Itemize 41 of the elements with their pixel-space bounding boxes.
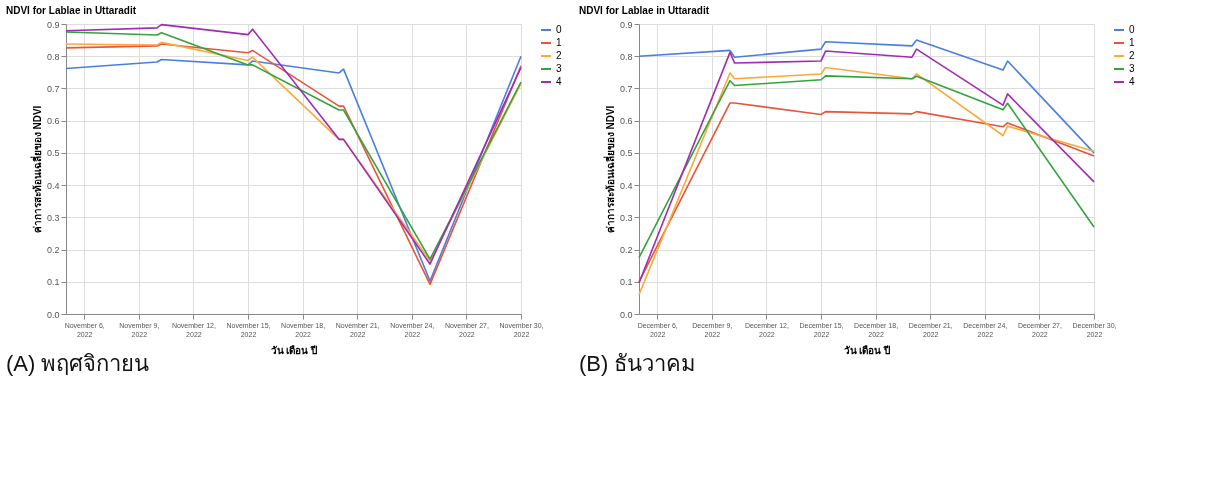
y-tick-label: 0.7 bbox=[619, 83, 633, 94]
line-series bbox=[638, 75, 1095, 259]
y-axis-title: ค่าการสะท้อนเฉลี่ยของ NDVI bbox=[602, 105, 616, 234]
legend-label: 1 bbox=[556, 37, 562, 48]
chart-title: NDVI for Lablae in Uttaradit bbox=[579, 5, 710, 16]
y-tick-label: 0.5 bbox=[46, 148, 60, 159]
legend-label: 1 bbox=[1129, 37, 1135, 48]
y-tick-label: 0.0 bbox=[619, 309, 633, 320]
x-axis-title: วัน เดือน ปี bbox=[270, 344, 318, 356]
y-tick-label: 0.6 bbox=[46, 116, 60, 127]
legend-label: 2 bbox=[556, 50, 562, 61]
y-tick-label: 0.8 bbox=[46, 51, 60, 62]
legend-label: 4 bbox=[1129, 76, 1135, 87]
y-axis-title: ค่าการสะท้อนเฉลี่ยของ NDVI bbox=[29, 105, 43, 234]
y-tick-label: 0.6 bbox=[619, 116, 633, 127]
legend-label: 0 bbox=[1129, 24, 1135, 35]
y-tick-label: 0.3 bbox=[619, 212, 633, 223]
line-series bbox=[638, 39, 1095, 154]
y-tick-label: 0.4 bbox=[46, 180, 60, 191]
legend-label: 0 bbox=[556, 24, 562, 35]
legend-label: 3 bbox=[556, 63, 562, 74]
y-tick-label: 0.9 bbox=[619, 19, 633, 30]
y-tick-label: 0.0 bbox=[46, 309, 60, 320]
line-series bbox=[638, 102, 1095, 283]
chart-title: NDVI for Lablae in Uttaradit bbox=[6, 5, 137, 16]
y-tick-label: 0.5 bbox=[619, 148, 633, 159]
y-tick-label: 0.4 bbox=[619, 180, 633, 191]
y-tick-label: 0.1 bbox=[619, 277, 633, 288]
text: (B) ธันวาคม bbox=[579, 351, 697, 376]
legend-label: 2 bbox=[1129, 50, 1135, 61]
text: (A) พฤศจิกายน bbox=[6, 351, 150, 376]
y-tick-label: 0.9 bbox=[46, 19, 60, 30]
y-tick-label: 0.1 bbox=[46, 277, 60, 288]
x-axis-title: วัน เดือน ปี bbox=[843, 344, 891, 356]
y-tick-label: 0.2 bbox=[46, 245, 60, 256]
legend-label: 3 bbox=[1129, 63, 1135, 74]
legend-label: 4 bbox=[556, 76, 562, 87]
y-tick-label: 0.8 bbox=[619, 51, 633, 62]
y-tick-label: 0.2 bbox=[619, 245, 633, 256]
y-tick-label: 0.7 bbox=[46, 83, 60, 94]
y-tick-label: 0.3 bbox=[46, 212, 60, 223]
